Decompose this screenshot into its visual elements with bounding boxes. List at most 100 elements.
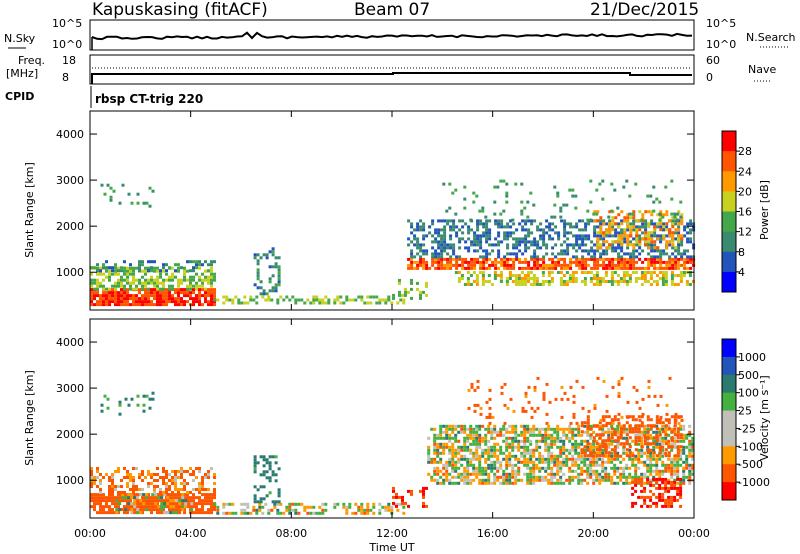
heatmap-cell bbox=[655, 469, 659, 473]
heatmap-cell bbox=[613, 433, 617, 437]
heatmap-cell bbox=[168, 493, 171, 497]
heatmap-cell bbox=[689, 231, 693, 235]
heatmap-cell bbox=[324, 301, 328, 305]
heatmap-cell bbox=[595, 424, 599, 428]
heatmap-cell bbox=[625, 433, 629, 437]
heatmap-cell bbox=[556, 271, 560, 274]
heatmap-cell bbox=[586, 415, 590, 419]
heatmap-cell bbox=[472, 271, 476, 274]
heatmap-cell bbox=[114, 297, 117, 301]
heatmap-cell bbox=[174, 496, 177, 500]
heatmap-cell bbox=[460, 457, 464, 461]
heatmap-cell bbox=[614, 246, 618, 250]
heatmap-cell bbox=[670, 280, 674, 283]
heatmap-cell bbox=[448, 439, 452, 443]
heatmap-cell bbox=[439, 451, 443, 455]
heatmap-cell bbox=[673, 415, 677, 419]
heatmap-cell bbox=[611, 228, 615, 232]
heatmap-cell bbox=[422, 249, 426, 253]
heatmap-cell bbox=[433, 448, 437, 452]
heatmap-cell bbox=[482, 231, 486, 235]
heatmap-cell bbox=[472, 191, 476, 195]
heatmap-cell bbox=[676, 486, 680, 490]
heatmap-cell bbox=[617, 257, 621, 261]
heatmap-cell bbox=[156, 278, 159, 282]
heatmap-cell bbox=[601, 448, 605, 452]
heatmap-cell bbox=[550, 466, 554, 470]
power-heatmap bbox=[90, 179, 696, 307]
heatmap-cell bbox=[142, 502, 146, 506]
heatmap-cell bbox=[111, 488, 114, 491]
x-axis-label: Time UT bbox=[368, 541, 414, 554]
heatmap-cell bbox=[117, 491, 120, 494]
heatmap-cell bbox=[336, 298, 340, 302]
heatmap-cell bbox=[553, 185, 557, 189]
heatmap-cell bbox=[466, 271, 470, 274]
heatmap-cell bbox=[530, 222, 534, 226]
heatmap-cell bbox=[679, 477, 683, 481]
heatmap-cell bbox=[234, 295, 238, 299]
heatmap-cell bbox=[189, 491, 192, 494]
heatmap-cell bbox=[638, 225, 642, 229]
heatmap-cell bbox=[93, 291, 96, 295]
heatmap-cell bbox=[150, 269, 153, 273]
heatmap-cell bbox=[628, 451, 632, 455]
heatmap-cell bbox=[652, 463, 656, 467]
heatmap-cell bbox=[514, 463, 518, 467]
heatmap-cell bbox=[189, 467, 192, 470]
heatmap-cell bbox=[96, 467, 99, 470]
heatmap-cell bbox=[655, 424, 659, 428]
heatmap-cell bbox=[446, 219, 450, 223]
heatmap-cell bbox=[207, 508, 210, 512]
heatmap-cell bbox=[586, 433, 590, 437]
heatmap-cell bbox=[574, 448, 578, 452]
heatmap-cell bbox=[425, 266, 429, 270]
heatmap-cell bbox=[559, 206, 563, 210]
heatmap-cell bbox=[111, 502, 114, 506]
heatmap-cell bbox=[460, 478, 464, 482]
heatmap-cell bbox=[422, 237, 426, 241]
heatmap-cell bbox=[156, 511, 159, 515]
heatmap-cell bbox=[598, 433, 602, 437]
heatmap-cell bbox=[521, 237, 525, 241]
heatmap-cell bbox=[174, 493, 177, 497]
heatmap-cell bbox=[689, 257, 693, 261]
heatmap-cell bbox=[496, 433, 500, 437]
heatmap-cell bbox=[93, 508, 96, 512]
velocity-heatmap bbox=[90, 376, 695, 515]
heatmap-cell bbox=[668, 243, 672, 247]
heatmap-cell bbox=[542, 263, 546, 267]
heatmap-cell bbox=[607, 430, 611, 434]
heatmap-cell bbox=[268, 280, 272, 284]
heatmap-cell bbox=[562, 472, 566, 476]
heatmap-cell bbox=[659, 225, 663, 229]
heatmap-cell bbox=[655, 283, 659, 286]
heatmap-cell bbox=[563, 225, 567, 229]
heatmap-cell bbox=[189, 260, 192, 264]
heatmap-cell bbox=[676, 427, 680, 431]
heatmap-cell bbox=[673, 421, 677, 425]
heatmap-cell bbox=[557, 260, 561, 264]
heatmap-cell bbox=[439, 481, 443, 485]
heatmap-cell bbox=[360, 505, 364, 509]
heatmap-cell bbox=[517, 277, 521, 280]
heatmap-cell bbox=[524, 391, 528, 395]
heatmap-cell bbox=[622, 427, 626, 431]
heatmap-cell bbox=[586, 469, 590, 473]
heatmap-cell bbox=[587, 263, 591, 267]
heatmap-cell bbox=[210, 499, 213, 503]
heatmap-cell bbox=[607, 472, 611, 476]
heatmap-cell bbox=[503, 225, 507, 229]
heatmap-cell bbox=[419, 257, 423, 261]
heatmap-cell bbox=[593, 266, 597, 270]
heatmap-cell bbox=[181, 508, 185, 512]
heatmap-cell bbox=[192, 275, 195, 279]
heatmap-cell bbox=[649, 504, 653, 508]
heatmap-cell bbox=[451, 454, 455, 458]
heatmap-cell bbox=[184, 502, 188, 506]
nave-tick-bottom: 0 bbox=[706, 71, 713, 84]
heatmap-cell bbox=[90, 493, 93, 497]
heatmap-cell bbox=[634, 430, 638, 434]
heatmap-cell bbox=[604, 469, 608, 473]
heatmap-cell bbox=[142, 394, 146, 398]
